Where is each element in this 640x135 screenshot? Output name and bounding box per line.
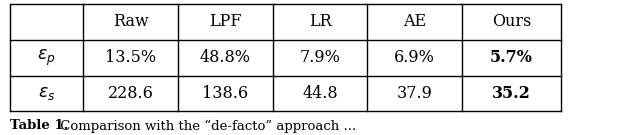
Text: Raw: Raw xyxy=(113,14,148,30)
Text: 138.6: 138.6 xyxy=(202,85,248,102)
Text: 6.9%: 6.9% xyxy=(394,49,435,66)
Text: $\epsilon_p$: $\epsilon_p$ xyxy=(37,48,56,68)
Text: 44.8: 44.8 xyxy=(302,85,338,102)
Text: 13.5%: 13.5% xyxy=(105,49,156,66)
Text: AE: AE xyxy=(403,14,426,30)
Text: 7.9%: 7.9% xyxy=(300,49,340,66)
Text: Table 1.: Table 1. xyxy=(10,119,68,132)
Text: LPF: LPF xyxy=(209,14,241,30)
Text: 48.8%: 48.8% xyxy=(200,49,251,66)
Text: Ours: Ours xyxy=(492,14,531,30)
Text: 5.7%: 5.7% xyxy=(490,49,533,66)
Text: 37.9: 37.9 xyxy=(397,85,433,102)
Text: 35.2: 35.2 xyxy=(492,85,531,102)
Text: $\epsilon_s$: $\epsilon_s$ xyxy=(38,85,55,102)
Text: Comparison with the “de-facto” approach ...: Comparison with the “de-facto” approach … xyxy=(56,119,356,133)
Text: LR: LR xyxy=(308,14,332,30)
Text: 228.6: 228.6 xyxy=(108,85,154,102)
